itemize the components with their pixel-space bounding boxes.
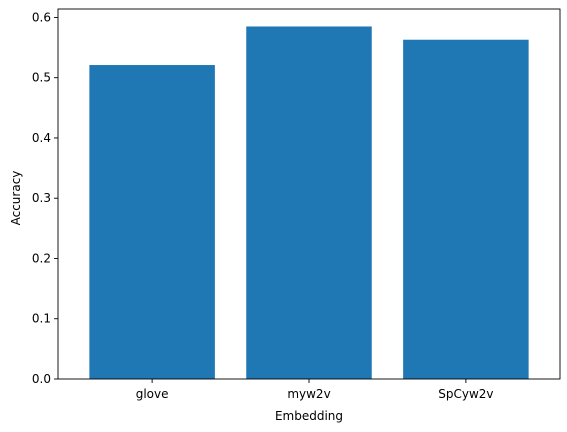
y-tick-label: 0.3 [32,191,51,205]
y-tick-label: 0.5 [32,71,51,85]
bar-glove [89,65,215,379]
y-tick-label: 0.6 [32,10,51,24]
y-ticks-group: 0.0 0.1 0.2 0.3 0.4 0.5 0.6 [32,10,58,386]
y-tick-label: 0.0 [32,372,51,386]
bar-spcyw2v [403,39,529,379]
x-tick-label: SpCyw2v [438,387,493,401]
x-ticks-group: glove myw2v SpCyw2v [136,379,494,401]
x-tick-label: glove [136,387,169,401]
x-axis-label: Embedding [275,409,343,423]
y-tick-label: 0.2 [32,251,51,265]
bar-myw2v [246,26,372,379]
bars-group [89,26,529,379]
y-tick-label: 0.4 [32,131,51,145]
x-tick-label: myw2v [287,387,330,401]
y-tick-label: 0.1 [32,312,51,326]
y-axis-label: Accuracy [9,171,23,226]
